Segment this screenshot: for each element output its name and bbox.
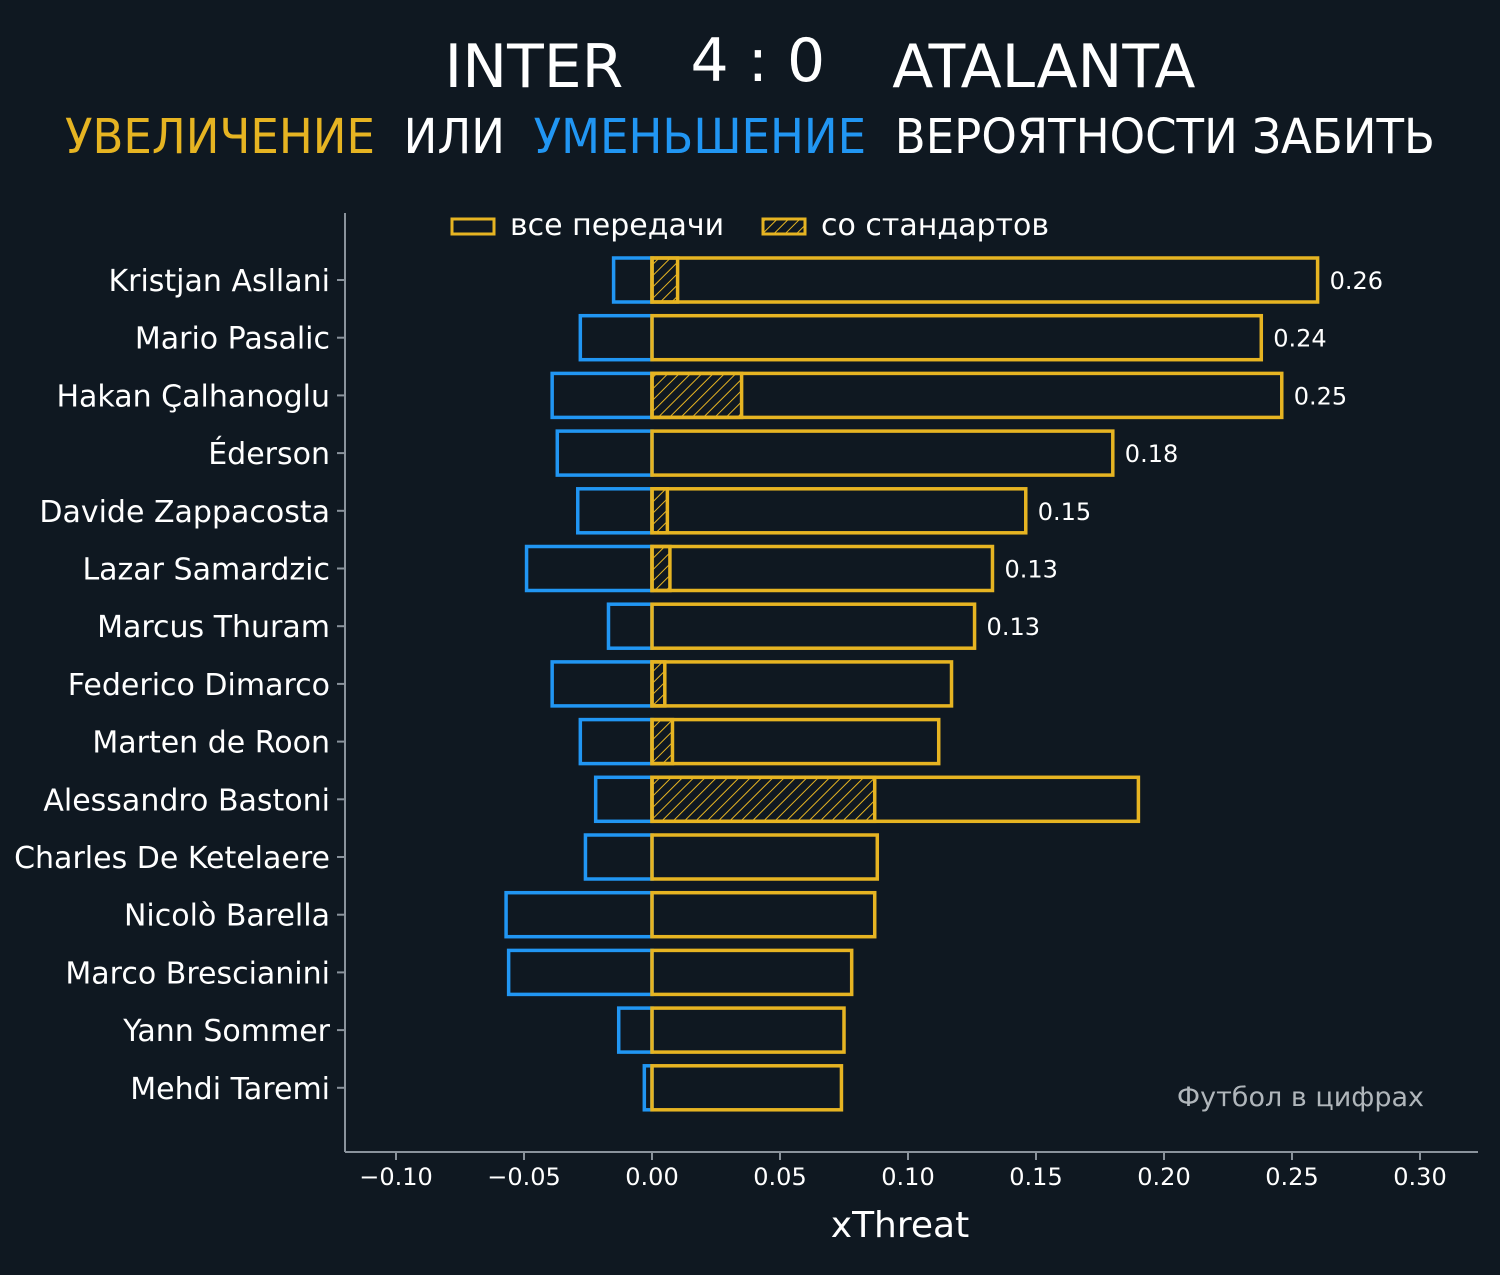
bar-decrease bbox=[550, 371, 654, 420]
watermark: Футбол в цифрах bbox=[1177, 1082, 1424, 1113]
bar-decrease bbox=[606, 602, 654, 650]
player-name-label: Mario Pasalic bbox=[135, 322, 330, 357]
player-name-label: Hakan Çalhanoglu bbox=[56, 379, 330, 414]
player-name-label: Marten de Roon bbox=[92, 726, 330, 761]
bar-decrease bbox=[550, 660, 654, 708]
bar-decrease bbox=[578, 717, 654, 766]
x-tick-label: 0.15 bbox=[1009, 1163, 1062, 1191]
player-name-label: Marcus Thuram bbox=[97, 610, 330, 645]
x-tick-label: 0.20 bbox=[1137, 1163, 1190, 1191]
bar-all-passes bbox=[650, 544, 995, 593]
x-tick-label: 0.25 bbox=[1265, 1163, 1318, 1191]
bar-set-pieces bbox=[650, 487, 670, 535]
x-tick-label: 0.05 bbox=[753, 1163, 806, 1191]
bar-set-pieces bbox=[650, 717, 675, 766]
player-name-label: Alessandro Bastoni bbox=[43, 783, 330, 818]
player-name-label: Nicolò Barella bbox=[124, 899, 330, 934]
bar-decrease bbox=[504, 890, 654, 939]
bar-set-pieces bbox=[650, 256, 680, 304]
bar-decrease bbox=[506, 948, 654, 997]
bar-value-label: 0.18 bbox=[1125, 440, 1178, 468]
bar-all-passes bbox=[650, 890, 877, 939]
bar-value-label: 0.15 bbox=[1038, 498, 1091, 526]
player-name-label: Lazar Samardzic bbox=[82, 553, 330, 588]
bar-decrease bbox=[578, 313, 654, 362]
legend-swatch-set-pieces bbox=[761, 217, 807, 236]
bar-decrease bbox=[576, 487, 654, 535]
player-name-label: Mehdi Taremi bbox=[130, 1072, 330, 1107]
bar-all-passes bbox=[650, 1064, 844, 1112]
bar-all-passes bbox=[650, 660, 954, 708]
bar-all-passes bbox=[650, 1006, 846, 1054]
x-tick-label: −0.10 bbox=[359, 1163, 433, 1191]
bar-decrease bbox=[611, 256, 654, 304]
bar-value-label: 0.24 bbox=[1273, 325, 1326, 353]
subtitle-rest: ВЕРОЯТНОСТИ ЗАБИТЬ bbox=[880, 109, 1435, 165]
player-name-label: Federico Dimarco bbox=[68, 668, 330, 703]
x-tick-label: 0.10 bbox=[881, 1163, 934, 1191]
player-name-label: Davide Zappacosta bbox=[39, 495, 330, 530]
bar-value-label: 0.25 bbox=[1294, 382, 1347, 410]
bar-all-passes bbox=[650, 602, 977, 650]
bar-value-label: 0.13 bbox=[1004, 556, 1057, 584]
subtitle-increase: УВЕЛИЧЕНИЕ bbox=[65, 109, 375, 165]
bar-decrease bbox=[524, 544, 654, 593]
legend-swatch-all-passes bbox=[450, 217, 496, 236]
bars-layer: 0.26 0.24 0.25 0.18 0.15 0.13 0.13 bbox=[504, 256, 1383, 1112]
bar-all-passes bbox=[650, 429, 1115, 477]
team-away: ATALANTA bbox=[892, 32, 1195, 102]
bar-set-pieces bbox=[650, 544, 672, 593]
chart-subtitle: УВЕЛИЧЕНИЕ ИЛИ УМЕНЬШЕНИЕ ВЕРОЯТНОСТИ ЗА… bbox=[65, 109, 1435, 165]
bar-set-pieces bbox=[650, 775, 877, 824]
bar-all-passes bbox=[650, 775, 1141, 824]
bar-decrease bbox=[616, 1006, 654, 1054]
match-score: 4 : 0 bbox=[690, 26, 825, 96]
subtitle-or: ИЛИ bbox=[389, 109, 519, 165]
player-name-label: Yann Sommer bbox=[122, 1014, 330, 1049]
bar-all-passes bbox=[650, 717, 941, 766]
bar-value-label: 0.26 bbox=[1330, 267, 1383, 295]
x-tick-label: 0.00 bbox=[625, 1163, 678, 1191]
legend-label-set-pieces: со стандартов bbox=[821, 208, 1049, 243]
subtitle-decrease: УМЕНЬШЕНИЕ bbox=[534, 109, 866, 165]
bar-set-pieces bbox=[650, 371, 744, 420]
team-home: INTER bbox=[445, 32, 624, 102]
chart-title: INTER 4 : 0 ATALANTA bbox=[445, 26, 1196, 102]
x-tick-label: −0.05 bbox=[487, 1163, 561, 1191]
legend: все передачи со стандартов bbox=[450, 208, 1049, 243]
bar-decrease bbox=[583, 833, 654, 881]
player-name-label: Marco Brescianini bbox=[65, 956, 330, 991]
bar-all-passes bbox=[650, 948, 854, 997]
y-tick-labels: Kristjan Asllani Mario Pasalic Hakan Çalha… bbox=[14, 264, 345, 1107]
bar-set-pieces bbox=[650, 660, 667, 708]
bar-decrease bbox=[555, 429, 654, 477]
bar-value-label: 0.13 bbox=[987, 613, 1040, 641]
bar-all-passes bbox=[650, 256, 1320, 304]
player-name-label: Éderson bbox=[208, 436, 330, 472]
x-axis-label: xThreat bbox=[831, 1205, 969, 1246]
x-ticks: −0.10 −0.05 0.00 0.05 0.10 0.15 0.20 0.25 0.30 bbox=[359, 1152, 1447, 1191]
player-name-label: Charles De Ketelaere bbox=[14, 841, 330, 876]
player-name-label: Kristjan Asllani bbox=[108, 264, 330, 299]
legend-label-all-passes: все передачи bbox=[510, 208, 724, 243]
bar-all-passes bbox=[650, 833, 880, 881]
x-tick-label: 0.30 bbox=[1393, 1163, 1446, 1191]
bar-decrease bbox=[593, 775, 654, 824]
bar-all-passes bbox=[650, 487, 1028, 535]
bar-all-passes bbox=[650, 313, 1264, 362]
bar-all-passes bbox=[650, 371, 1284, 420]
